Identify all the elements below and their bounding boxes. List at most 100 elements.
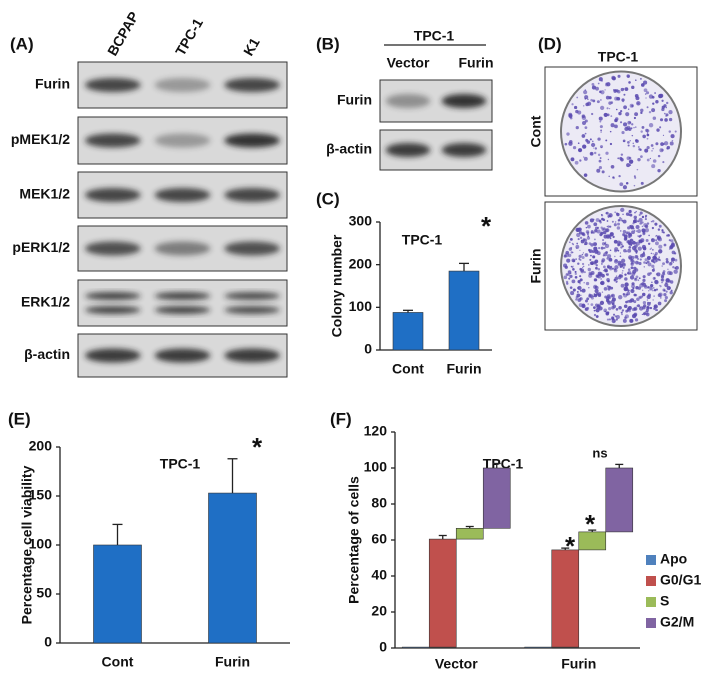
row-label: Furin (35, 76, 70, 92)
column-label: Vector (387, 55, 430, 71)
colony (590, 303, 594, 307)
x-tick-label: Furin (447, 361, 482, 377)
bar (455, 527, 484, 540)
colony (611, 75, 616, 80)
colony (656, 235, 662, 240)
colony (600, 131, 602, 133)
colony (664, 296, 668, 300)
colony (614, 211, 616, 213)
colony (625, 300, 628, 304)
y-tick-label: 200 (29, 438, 53, 454)
colony (593, 147, 595, 149)
colony (622, 266, 625, 269)
colony (628, 242, 631, 245)
colony (593, 306, 596, 309)
error-bar (492, 462, 501, 468)
colony (591, 140, 594, 143)
colony (611, 317, 614, 320)
colony (659, 284, 661, 287)
colony (592, 218, 595, 221)
colony (634, 217, 637, 219)
legend-label: G0/G1 (660, 572, 701, 588)
colony (569, 274, 573, 279)
colony (639, 258, 642, 261)
colony (604, 89, 606, 91)
colony (591, 83, 595, 86)
colony (603, 265, 606, 269)
colony (590, 98, 593, 102)
colony (665, 106, 668, 109)
colony (640, 155, 643, 159)
y-tick-label: 40 (371, 567, 387, 583)
colony (575, 125, 579, 130)
colony (595, 315, 599, 318)
colony (602, 230, 607, 235)
colony (568, 141, 573, 146)
colony (643, 88, 648, 93)
colony (665, 113, 669, 117)
colony (579, 297, 582, 300)
colony (635, 139, 638, 142)
colony (582, 121, 587, 126)
colony (641, 221, 644, 224)
colony (592, 273, 594, 275)
colony (606, 285, 610, 288)
colony (641, 225, 644, 228)
colony (592, 231, 595, 234)
colony (641, 125, 645, 129)
colony (651, 164, 656, 169)
colony (669, 287, 671, 289)
colony (668, 110, 673, 115)
colony (644, 258, 648, 262)
colony (623, 93, 626, 96)
colony (651, 108, 656, 113)
error-bar (112, 523, 123, 545)
colony (648, 123, 654, 128)
colony (653, 267, 655, 270)
colony (619, 265, 622, 269)
colony (654, 259, 658, 263)
colony (581, 255, 585, 259)
colony (579, 236, 583, 239)
colony (646, 260, 650, 264)
colony (599, 221, 602, 224)
colony (662, 271, 665, 275)
colony (605, 139, 608, 142)
colony (661, 278, 664, 281)
colony (567, 273, 570, 276)
colony (645, 262, 648, 265)
colony (646, 256, 651, 260)
colony (584, 119, 588, 123)
y-tick-label: 100 (349, 298, 373, 314)
colony (654, 92, 657, 94)
colony (612, 235, 615, 239)
y-axis-label: Percentage of cells (346, 476, 362, 604)
colony (661, 229, 664, 232)
colony (618, 306, 622, 310)
colony (622, 318, 627, 323)
colony (620, 313, 624, 316)
colony (599, 272, 603, 275)
x-tick-label: Furin (561, 656, 596, 672)
y-tick-label: 0 (44, 634, 52, 650)
colony (669, 245, 673, 250)
y-axis-label: Colony number (329, 234, 345, 337)
colony (635, 230, 638, 233)
colony (655, 142, 659, 146)
colony (666, 147, 669, 150)
colony (582, 252, 585, 254)
colony (634, 313, 637, 316)
colony (624, 273, 627, 276)
colony (608, 307, 612, 311)
colony (604, 242, 606, 245)
colony (610, 286, 614, 290)
colony (580, 268, 585, 273)
colony (622, 185, 628, 190)
colony (624, 277, 628, 281)
colony (605, 212, 608, 215)
colony (623, 249, 627, 253)
colony (644, 214, 648, 218)
colony (651, 238, 654, 241)
colony (600, 246, 604, 250)
colony (580, 294, 582, 297)
